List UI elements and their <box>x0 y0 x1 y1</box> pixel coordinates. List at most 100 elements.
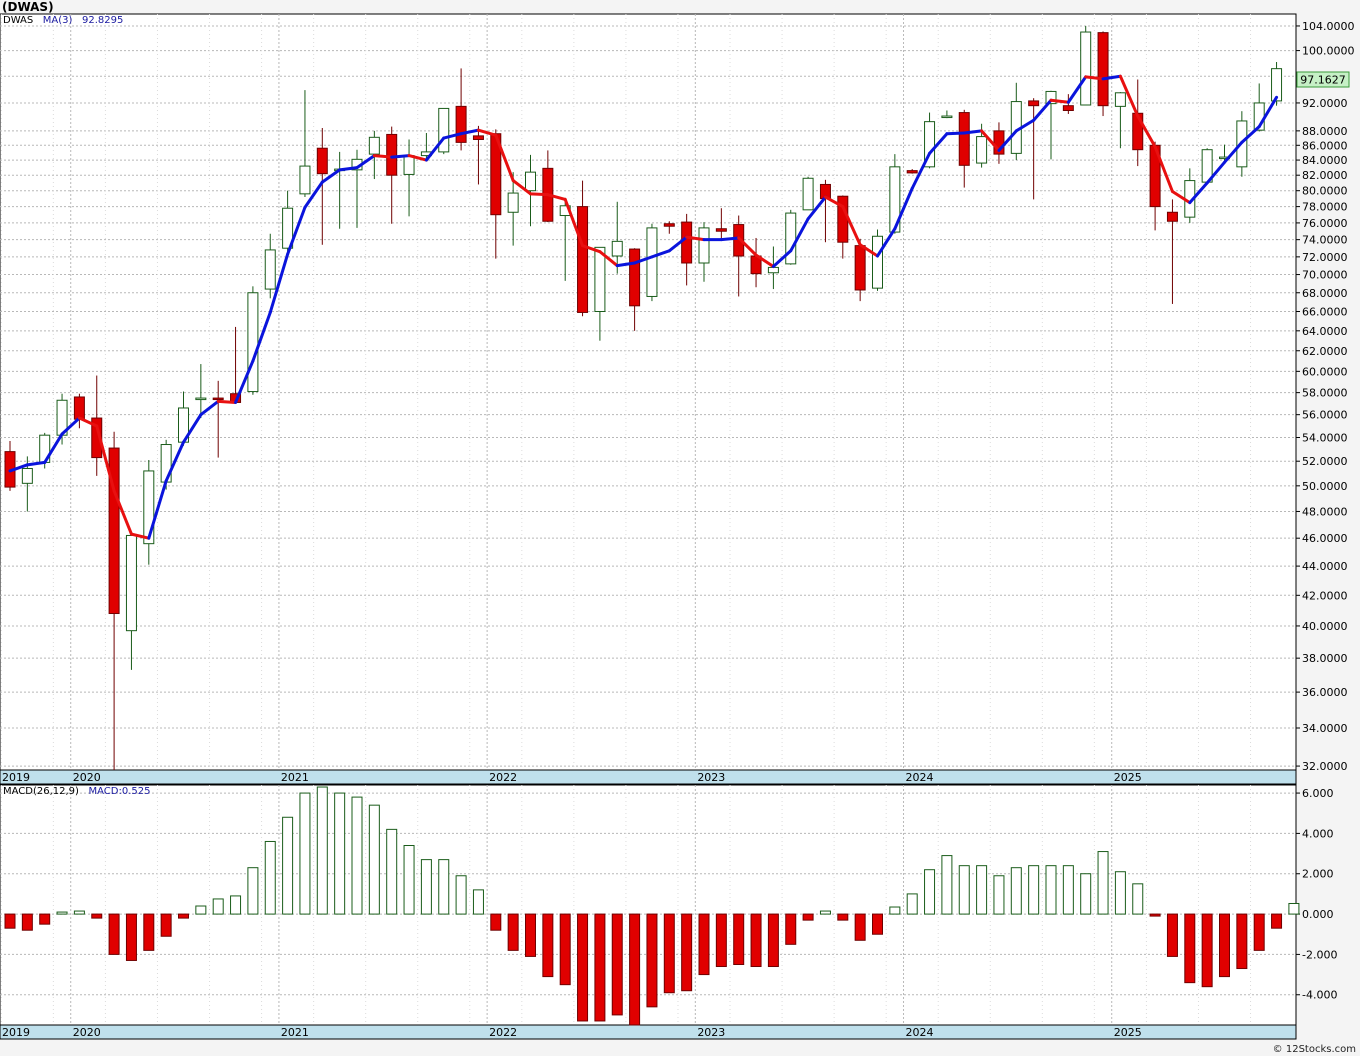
macd-bar <box>125 913 137 961</box>
macd-bar <box>455 875 467 915</box>
macd-bar <box>420 859 432 915</box>
candle-body <box>143 470 155 545</box>
macd-y-axis: -4.000 -2.000 0.000 2.000 4.000 6.000 <box>1296 787 1337 1002</box>
macd-bar <box>663 913 675 994</box>
ma-segment <box>338 166 359 172</box>
ma-segment <box>1118 74 1140 118</box>
ma-segment <box>372 154 394 159</box>
macd-legend: MACD(26,12,9) MACD:0.525 <box>3 786 150 797</box>
macd-y-tick-label: 4.000 <box>1302 827 1334 840</box>
candle <box>1080 25 1092 106</box>
macd-bar <box>490 913 502 931</box>
price-x-tick-label: 2019 <box>2 771 30 784</box>
macd-bar <box>438 859 450 915</box>
candle-body <box>1166 211 1178 222</box>
candle-body <box>854 245 866 291</box>
macd-bar <box>299 792 311 915</box>
macd-x-axis: 2019 2020 2021 2022 2023 2024 2025 <box>2 1026 1142 1039</box>
candle-body <box>108 447 120 615</box>
price-panel <box>0 13 1297 771</box>
macd-bar <box>1114 871 1126 915</box>
macd-y-tick-label: 2.000 <box>1302 868 1334 881</box>
candle-body <box>21 467 33 484</box>
ma-segment <box>1240 125 1261 144</box>
macd-bar <box>264 840 276 915</box>
ma-segment <box>129 532 151 540</box>
macd-bar <box>73 910 85 915</box>
candle-body <box>889 166 901 233</box>
ma-segment <box>806 195 827 221</box>
macd-bar <box>282 816 294 915</box>
macd-x-tick-label: 2020 <box>73 1026 101 1039</box>
ma-segment <box>1136 114 1157 149</box>
macd-bar <box>1271 913 1283 929</box>
price-y-tick-label: 52.0000 <box>1302 455 1348 468</box>
candle-body <box>577 206 589 313</box>
ma-segment <box>980 129 1001 152</box>
ma-segment <box>182 413 203 444</box>
macd-bar <box>1132 883 1144 915</box>
candle-body <box>1271 68 1283 102</box>
macd-bar <box>1219 913 1230 978</box>
candle-body <box>715 228 727 232</box>
macd-bar <box>837 913 849 921</box>
ma-segment <box>199 399 220 417</box>
ma-segment <box>442 132 463 140</box>
moving-average-line <box>8 74 1279 540</box>
macd-bar <box>819 910 831 915</box>
macd-bar <box>733 913 745 965</box>
macd-x-axis-band <box>0 1024 1297 1040</box>
chart-title: (DWAS) <box>2 0 54 14</box>
ma-segment <box>754 253 775 269</box>
ma-segment <box>910 151 932 190</box>
macd-bar <box>4 913 16 929</box>
candle <box>941 110 953 119</box>
ma-segment <box>25 460 47 467</box>
candle <box>889 154 901 234</box>
candle-body <box>941 115 953 119</box>
price-y-tick-label: 74.0000 <box>1302 234 1348 247</box>
candle-body <box>525 171 536 192</box>
macd-bar <box>993 875 1005 915</box>
ma-segment <box>1101 74 1122 81</box>
candle-body <box>872 235 883 289</box>
macd-bar <box>56 911 68 915</box>
macd-bar <box>750 913 762 968</box>
macd-bar <box>1236 913 1248 970</box>
price-y-tick-label: 54.0000 <box>1302 432 1348 445</box>
macd-y-tick-label: 0.000 <box>1302 908 1334 921</box>
macd-bar <box>646 913 658 1008</box>
macd-x-tick-label: 2023 <box>697 1026 725 1039</box>
price-y-tick-label: 80.0000 <box>1302 185 1348 198</box>
candle <box>715 208 727 240</box>
macd-y-tick-label: -2.000 <box>1302 948 1337 961</box>
ma-segment <box>77 416 99 428</box>
price-y-tick-label: 78.0000 <box>1302 201 1348 214</box>
candle <box>316 128 328 245</box>
ma-segment <box>476 128 498 137</box>
candle-body <box>91 417 103 459</box>
price-y-tick-label: 82.0000 <box>1302 169 1348 182</box>
ma-segment <box>858 243 879 258</box>
candle <box>594 246 606 341</box>
macd-bar <box>698 913 710 976</box>
price-x-tick-label: 2025 <box>1114 771 1142 784</box>
macd-x-tick-label: 2021 <box>281 1026 309 1039</box>
candle <box>646 223 658 302</box>
candle-body <box>472 135 484 140</box>
ma-segment <box>390 154 411 159</box>
macd-bar <box>976 865 988 915</box>
candle <box>1062 94 1074 114</box>
ma-segment <box>459 128 480 136</box>
macd-bar <box>1062 865 1074 915</box>
candle-body <box>767 266 779 274</box>
ma-segment <box>928 132 949 155</box>
macd-bar <box>21 913 33 931</box>
ma-segment <box>1153 145 1174 193</box>
candle <box>438 107 450 155</box>
candle-body <box>663 223 675 227</box>
ma-segment <box>424 136 446 162</box>
candle <box>212 380 224 458</box>
ma-segment <box>303 180 324 209</box>
last-price-tag-box <box>1296 71 1350 88</box>
